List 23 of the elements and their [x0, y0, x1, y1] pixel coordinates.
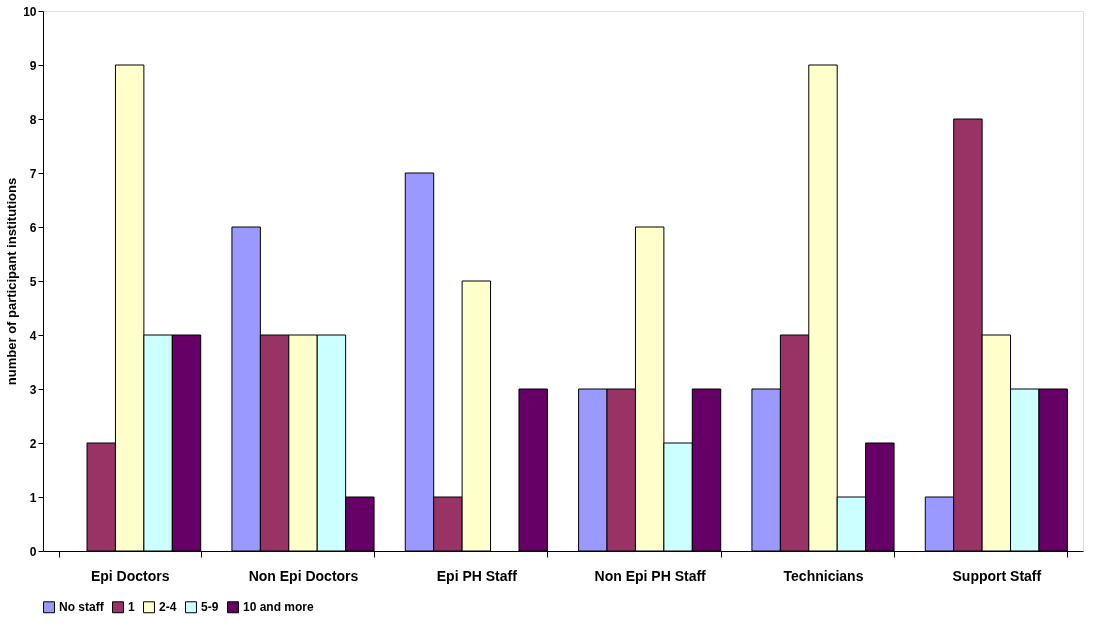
y-tick-label: 9 [29, 58, 37, 73]
legend-label: 2-4 [159, 600, 177, 615]
x-tick-label: Non Epi Doctors [248, 567, 359, 584]
legend-label: 1 [128, 600, 135, 615]
legend-label: 5-9 [201, 600, 219, 615]
y-tick-label: 0 [29, 544, 37, 559]
y-tick-label: 2 [29, 436, 37, 451]
y-tick-label: 5 [29, 274, 37, 289]
x-tick-label: Technicians [783, 567, 864, 584]
y-tick-label: 1 [29, 490, 37, 505]
x-tick-label: Support Staff [952, 567, 1042, 584]
y-tick-label: 3 [29, 382, 37, 397]
x-tick-label: Epi PH Staff [436, 567, 518, 584]
x-tick-label: Non Epi PH Staff [594, 567, 707, 584]
y-tick-label: 7 [29, 166, 37, 181]
legend-label: No staff [59, 600, 105, 615]
y-tick-label: 8 [29, 112, 37, 127]
y-tick-label: 4 [29, 328, 37, 343]
legend-label: 10 and more [243, 600, 315, 615]
y-tick-label: 10 [23, 4, 37, 19]
y-tick-label: 6 [29, 220, 37, 235]
x-tick-label: Epi Doctors [90, 567, 170, 584]
y-axis-title: number of participant institutions [4, 177, 20, 386]
